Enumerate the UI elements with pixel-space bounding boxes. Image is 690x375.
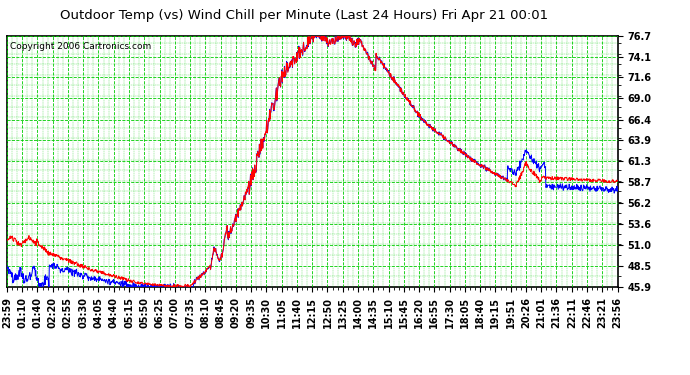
Text: Outdoor Temp (vs) Wind Chill per Minute (Last 24 Hours) Fri Apr 21 00:01: Outdoor Temp (vs) Wind Chill per Minute … xyxy=(59,9,548,22)
Text: Copyright 2006 Cartronics.com: Copyright 2006 Cartronics.com xyxy=(10,42,151,51)
